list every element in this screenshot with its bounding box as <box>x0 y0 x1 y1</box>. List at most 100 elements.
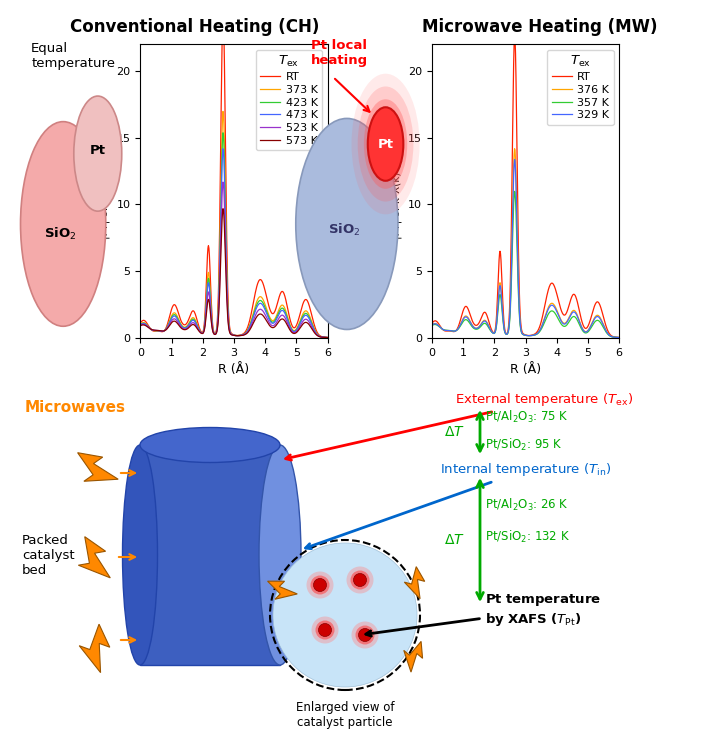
Y-axis label: |FT| of k³X(k) (Å⁻⁴): |FT| of k³X(k) (Å⁻⁴) <box>99 143 111 239</box>
523 K <box>271 319 280 328</box>
Circle shape <box>273 543 417 687</box>
Text: Pt/Al$_2$O$_3$: 26 K: Pt/Al$_2$O$_3$: 26 K <box>485 497 569 513</box>
Ellipse shape <box>259 445 301 665</box>
Text: Pt local
heating: Pt local heating <box>311 38 369 66</box>
RT <box>502 329 510 338</box>
423 K <box>210 329 219 338</box>
523 K <box>210 330 219 339</box>
376 K <box>563 316 572 325</box>
357 K <box>510 187 519 196</box>
Circle shape <box>368 107 403 181</box>
Polygon shape <box>404 642 423 672</box>
Polygon shape <box>268 581 297 599</box>
RT <box>136 318 145 327</box>
473 K <box>136 320 145 329</box>
Line: 423 K: 423 K <box>140 133 328 337</box>
376 K <box>450 327 459 336</box>
Text: Pt/SiO$_2$: 95 K: Pt/SiO$_2$: 95 K <box>485 437 562 453</box>
423 K <box>273 312 282 321</box>
Line: RT: RT <box>140 15 328 337</box>
Polygon shape <box>78 453 118 481</box>
573 K <box>273 320 282 329</box>
Circle shape <box>354 573 366 587</box>
Ellipse shape <box>122 445 158 665</box>
Text: Microwave Heating (MW): Microwave Heating (MW) <box>422 18 658 36</box>
Text: Internal temperature ($\mathit{T}_{\rm in}$): Internal temperature ($\mathit{T}_{\rm i… <box>305 462 611 549</box>
Line: 523 K: 523 K <box>140 182 328 337</box>
376 K <box>489 329 498 337</box>
473 K <box>158 327 167 336</box>
373 K <box>273 310 282 319</box>
Circle shape <box>356 625 374 645</box>
Line: 357 K: 357 K <box>432 191 619 337</box>
573 K <box>158 326 167 335</box>
Text: External temperature ($\mathit{T}_{\rm ex}$): External temperature ($\mathit{T}_{\rm e… <box>286 392 633 460</box>
329 K <box>510 155 519 164</box>
Legend: RT, 373 K, 423 K, 473 K, 523 K, 573 K: RT, 373 K, 423 K, 473 K, 523 K, 573 K <box>256 50 322 151</box>
Circle shape <box>313 578 326 592</box>
RT <box>158 327 167 336</box>
329 K <box>428 320 436 329</box>
376 K <box>502 330 510 339</box>
423 K <box>158 327 167 336</box>
Line: 473 K: 473 K <box>140 148 328 337</box>
Circle shape <box>358 87 413 201</box>
373 K <box>271 312 280 321</box>
573 K <box>254 310 263 319</box>
473 K <box>219 144 228 153</box>
Text: Pt: Pt <box>90 144 106 157</box>
376 K <box>615 333 624 342</box>
Legend: RT, 376 K, 357 K, 329 K: RT, 376 K, 357 K, 329 K <box>547 50 613 125</box>
RT <box>273 301 282 309</box>
423 K <box>271 315 280 323</box>
373 K <box>158 327 167 336</box>
373 K <box>323 333 332 342</box>
Text: Pt/SiO$_2$: 132 K: Pt/SiO$_2$: 132 K <box>485 529 570 545</box>
473 K <box>254 300 263 309</box>
Text: $\Delta T$: $\Delta T$ <box>444 533 465 547</box>
523 K <box>158 326 167 335</box>
573 K <box>210 330 219 339</box>
357 K <box>502 330 510 339</box>
RT <box>428 319 436 328</box>
RT <box>450 327 459 336</box>
376 K <box>428 320 436 329</box>
357 K <box>489 329 498 337</box>
RT <box>210 329 219 338</box>
473 K <box>271 316 280 325</box>
523 K <box>254 306 263 315</box>
RT <box>510 31 519 40</box>
357 K <box>428 321 436 330</box>
X-axis label: R (Å): R (Å) <box>218 363 250 376</box>
373 K <box>136 320 145 329</box>
Circle shape <box>351 570 369 589</box>
573 K <box>271 321 280 330</box>
376 K <box>564 314 573 323</box>
RT <box>197 328 206 337</box>
Circle shape <box>318 623 331 637</box>
357 K <box>615 333 624 342</box>
357 K <box>546 307 554 316</box>
Line: RT: RT <box>432 35 619 337</box>
Line: 373 K: 373 K <box>140 112 328 337</box>
523 K <box>273 318 282 326</box>
Text: Conventional Heating (CH): Conventional Heating (CH) <box>70 18 319 36</box>
Text: Pt/Al$_2$O$_3$: 75 K: Pt/Al$_2$O$_3$: 75 K <box>485 409 569 425</box>
373 K <box>254 293 263 302</box>
423 K <box>197 329 206 337</box>
329 K <box>502 330 510 339</box>
Circle shape <box>346 567 374 593</box>
573 K <box>136 321 145 330</box>
Line: 573 K: 573 K <box>140 209 328 337</box>
473 K <box>273 314 282 323</box>
Circle shape <box>315 620 335 639</box>
376 K <box>510 144 519 153</box>
Text: $\mathbf{Pt\ temperature}$
$\mathbf{by\ XAFS\ (}$$\mathit{T}_{\rm Pt}$$\mathbf{): $\mathbf{Pt\ temperature}$ $\mathbf{by\ … <box>366 592 601 636</box>
Circle shape <box>310 576 330 595</box>
Text: Microwaves: Microwaves <box>25 400 126 415</box>
Line: 376 K: 376 K <box>432 148 619 337</box>
573 K <box>197 329 206 337</box>
Text: Enlarged view of
catalyst particle: Enlarged view of catalyst particle <box>296 701 395 729</box>
RT <box>489 328 498 337</box>
X-axis label: R (Å): R (Å) <box>510 363 541 376</box>
